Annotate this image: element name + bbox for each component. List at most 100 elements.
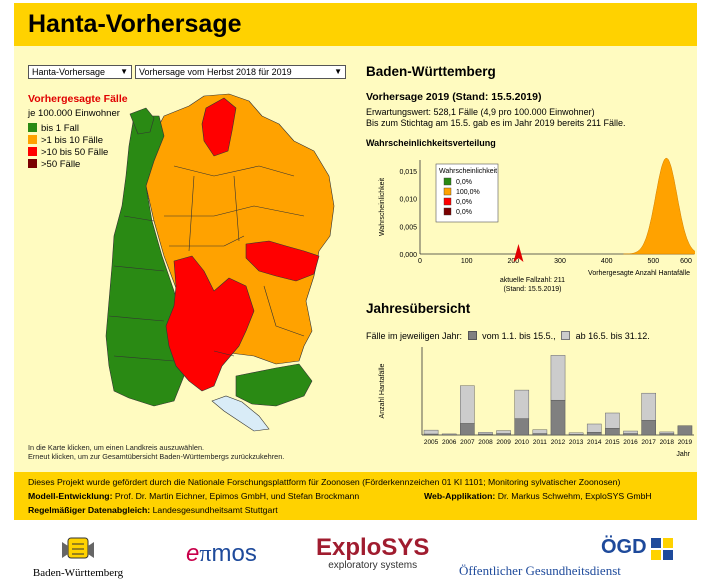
chevron-down-icon: ▼ <box>334 67 342 76</box>
x-tick-label: 2013 <box>569 439 584 446</box>
legend-item: >1 bis 10 Fälle <box>28 135 103 147</box>
probability-distribution-chart: 0,000 0,005 0,010 0,015 0 100 200 300 400 500 600 W… <box>379 157 695 293</box>
ogd-logo[interactable]: ÖGD Öffentlicher Gesundheitsdienst <box>459 536 684 580</box>
bar-early <box>677 425 693 436</box>
x-tick-label: 2012 <box>551 439 566 446</box>
bar-later <box>532 429 548 434</box>
chart-legend-label: 0,0% <box>456 199 472 206</box>
page-title: Hanta-Vorhersage <box>28 10 242 38</box>
legend-swatch-light <box>561 331 571 340</box>
bar-early <box>641 420 656 436</box>
bar-later <box>623 430 638 434</box>
pi-icon: π <box>199 541 212 567</box>
x-tick-label: 2017 <box>641 439 656 446</box>
map-region[interactable] <box>165 255 255 392</box>
bar-early <box>532 433 548 436</box>
legend-item: bis 1 Fall <box>28 123 79 135</box>
lake-constance <box>211 395 270 432</box>
bar-early <box>423 433 439 436</box>
y-tick-label: 0,005 <box>399 224 417 231</box>
bar-early <box>478 433 493 436</box>
x-tick-label: 2014 <box>587 439 602 446</box>
legend-swatch <box>28 147 37 156</box>
marker-label: aktuelle Fallzahl: 211 <box>500 277 565 284</box>
bar-early <box>623 433 638 436</box>
bar-later <box>478 432 493 435</box>
y-axis-label: Wahrscheinlichkeit <box>379 178 386 236</box>
expected-value: Erwartungswert: 528,1 Fälle (4,9 pro 100… <box>366 107 595 117</box>
bar-later <box>568 432 584 435</box>
period-select[interactable]: Vorhersage vom Herbst 2018 für 2019 ▼ <box>135 65 346 79</box>
legend-swatch <box>28 159 37 168</box>
district-map[interactable] <box>14 46 354 446</box>
x-tick-label: 300 <box>554 258 566 265</box>
x-tick-label: 600 <box>680 258 692 265</box>
x-tick-label: 2006 <box>442 439 457 446</box>
chart-legend-swatch <box>443 177 452 186</box>
bw-logo[interactable]: Baden-Württemberg <box>28 534 128 579</box>
bar-later <box>659 431 675 434</box>
app-header: Hanta-Vorhersage <box>14 3 697 46</box>
epimos-logo[interactable]: eπmos <box>186 540 257 567</box>
x-tick-label: 2009 <box>496 439 511 446</box>
current-count-marker <box>513 244 524 262</box>
x-axis-label: Vorhergesagte Anzahl Hantafälle <box>588 270 690 277</box>
bar-later <box>550 355 566 401</box>
explosys-logo[interactable]: ExploSYS exploratory systems <box>316 534 430 572</box>
x-tick-label: 2011 <box>533 439 547 446</box>
chart-legend-swatch <box>443 187 452 196</box>
bar-early <box>460 423 475 436</box>
bar-early <box>659 433 675 436</box>
coat-of-arms-icon <box>62 537 94 559</box>
chart-legend-swatch <box>443 197 452 206</box>
x-tick-label: 400 <box>601 258 613 265</box>
legend-title: Vorhergesagte Fälle <box>28 93 128 105</box>
chart-legend-swatch <box>443 207 452 216</box>
x-tick-label: 2016 <box>623 439 638 446</box>
map-region[interactable] <box>245 240 320 282</box>
legend-swatch-dark <box>467 331 477 340</box>
annual-legend-b: ab 16.5. bis 31.12. <box>575 331 650 341</box>
x-tick-label: 0 <box>418 258 422 265</box>
ogd-squares-icon <box>651 538 673 560</box>
main-panel: Hanta-Vorhersage ▼ Vorhersage vom Herbst… <box>14 46 697 472</box>
annual-legend: Fälle im jeweiligen Jahr: vom 1.1. bis 1… <box>366 331 650 341</box>
cases-to-date: Bis zum Stichtag am 15.5. gab es im Jahr… <box>366 118 626 128</box>
distribution-title: Wahrscheinlichkeitsverteilung <box>366 138 496 148</box>
x-tick-label: 2010 <box>514 439 529 446</box>
x-axis-label: Jahr <box>676 451 690 458</box>
annual-legend-prefix: Fälle im jeweiligen Jahr: <box>366 331 463 341</box>
webapp-credit: Web-Applikation: Dr. Markus Schwehm, Exp… <box>424 491 652 501</box>
footer: Dieses Projekt wurde gefördert durch die… <box>14 472 697 520</box>
legend-swatch <box>28 135 37 144</box>
chart-legend-label: 0,0% <box>456 179 472 186</box>
epimos-e-icon: e <box>186 540 200 567</box>
bar-later <box>605 412 620 429</box>
bar-later <box>423 429 439 435</box>
bar-later <box>496 430 511 434</box>
annual-legend-a: vom 1.1. bis 15.5., <box>482 331 556 341</box>
view-select[interactable]: Hanta-Vorhersage ▼ <box>28 65 132 79</box>
region-title: Baden-Württemberg <box>366 64 496 79</box>
x-tick-label: 2008 <box>478 439 493 446</box>
map-region[interactable] <box>201 97 237 157</box>
sync-credit: Regelmäßiger Datenabgleich: Landesgesund… <box>28 505 278 515</box>
bar-early <box>496 433 511 436</box>
y-tick-label: 0,010 <box>399 197 417 204</box>
bar-early <box>550 399 566 436</box>
bar-early <box>605 428 620 436</box>
marker-date-label: (Stand: 15.5.2019) <box>503 286 561 293</box>
model-credit: Modell-Entwicklung: Prof. Dr. Martin Eic… <box>28 491 360 501</box>
bar-later <box>514 389 530 419</box>
map-region[interactable] <box>235 363 313 407</box>
legend-item: >10 bis 50 Fälle <box>28 147 108 159</box>
x-tick-label: 2005 <box>424 439 439 446</box>
legend-subtitle: je 100.000 Einwohner <box>28 108 120 119</box>
map-region[interactable] <box>129 107 155 135</box>
x-tick-label: 2015 <box>605 439 620 446</box>
x-tick-label: 2019 <box>678 439 693 446</box>
x-tick-label: 100 <box>461 258 473 265</box>
bar-early <box>514 418 530 436</box>
funding-note: Dieses Projekt wurde gefördert durch die… <box>28 477 621 487</box>
